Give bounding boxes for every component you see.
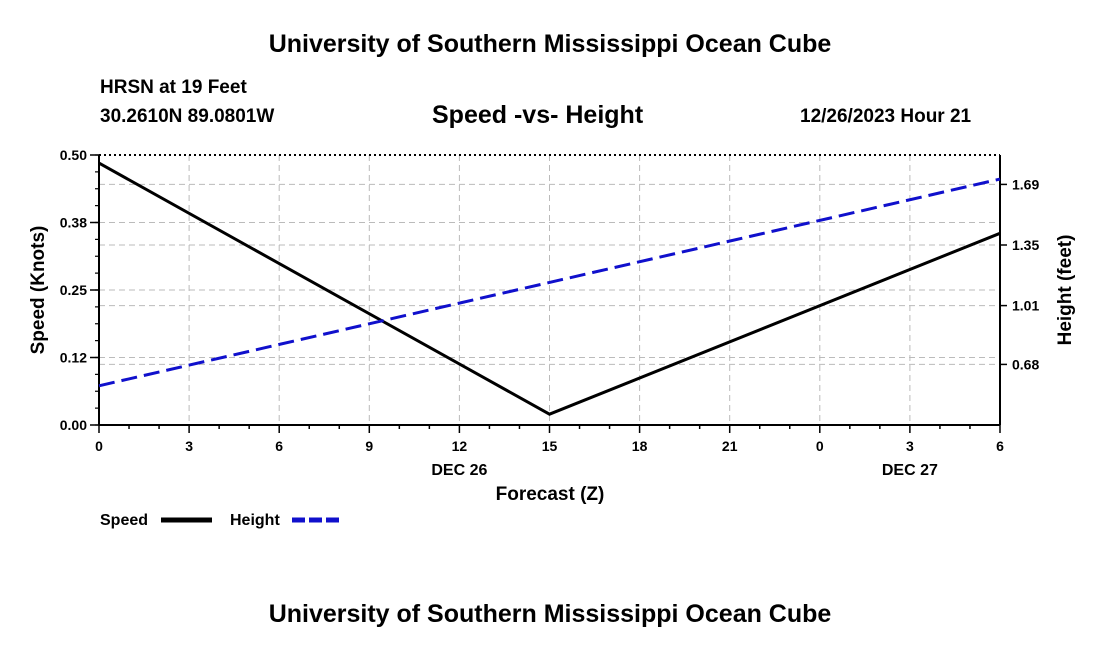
y-right-tick-label-3: 1.69 [1012, 176, 1039, 192]
x-tick-label-1: 3 [185, 438, 193, 454]
footer-title: University of Southern Mississippi Ocean… [268, 600, 832, 628]
y-left-tick-label-3: 0.38 [60, 215, 87, 231]
y-right-tick-label-2: 1.35 [1012, 237, 1039, 253]
x-tick-label-3: 9 [365, 438, 373, 454]
x-tick-label-0: 0 [95, 438, 103, 454]
station-coordinates: 30.2610N 89.0801W [100, 106, 275, 127]
chart-series [98, 161, 1001, 416]
y-left-tick-label-0: 0.00 [60, 417, 87, 433]
x-tick-label-4: 12 [452, 438, 468, 454]
chart-subtitle: Speed -vs- Height [432, 101, 644, 129]
y-right-tick-label-0: 0.68 [1012, 356, 1039, 372]
y-axis-right-title: Height (feet) [1055, 235, 1076, 346]
x-tick-label-9: 3 [906, 438, 914, 454]
x-tick-label-2: 6 [275, 438, 283, 454]
chart-grid [99, 155, 1000, 425]
x-tick-label-7: 21 [722, 438, 738, 454]
forecast-datetime: 12/26/2023 Hour 21 [800, 106, 972, 127]
x-tick-label-6: 18 [632, 438, 648, 454]
page-title: University of Southern Mississippi Ocean… [268, 30, 832, 58]
series-line-speed [98, 161, 1001, 416]
y-left-tick-label-1: 0.12 [60, 350, 87, 366]
station-label: HRSN at 19 Feet [100, 77, 247, 98]
y-right-tick-label-1: 1.01 [1012, 298, 1039, 314]
x-axis-title: Forecast (Z) [496, 484, 605, 505]
y-axis-left-title: Speed (Knots) [28, 226, 49, 355]
y-left-tick-label-4: 0.50 [60, 147, 87, 163]
x-tick-label-8: 0 [816, 438, 824, 454]
x-tick-label-5: 15 [542, 438, 558, 454]
series-line-height [98, 177, 1001, 388]
y-left-tick-label-2: 0.25 [60, 282, 87, 298]
x-date-label-1: DEC 27 [882, 462, 938, 479]
legend-speed-label: Speed [100, 512, 148, 529]
chart-ticks: 0 3 6 9 12 15 18 21 0 3 6 DEC 26 DEC 27 0.00 0.12 0.25 0… [60, 147, 1040, 479]
chart-legend: Speed Height [100, 512, 342, 529]
legend-height-label: Height [230, 512, 280, 529]
x-date-label-0: DEC 26 [431, 462, 487, 479]
x-tick-label-10: 6 [996, 438, 1004, 454]
